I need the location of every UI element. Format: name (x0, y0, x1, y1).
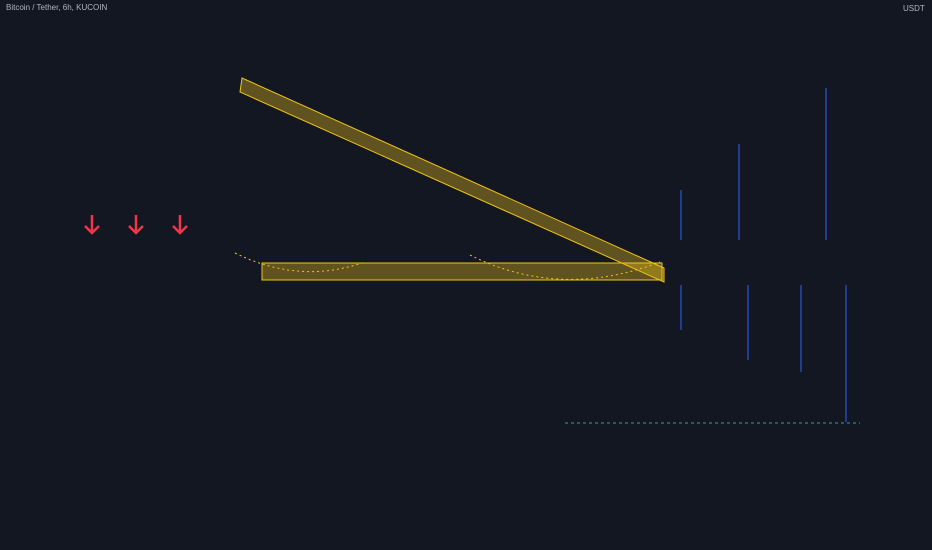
price-axis (895, 0, 932, 535)
arc (234, 252, 366, 273)
triangle-resistance (239, 77, 665, 283)
support-zone (261, 262, 663, 281)
arc (469, 254, 661, 280)
measure-lines (680, 88, 847, 422)
currency: USDT (903, 4, 925, 13)
arrows (84, 215, 188, 235)
symbol: Bitcoin / Tether, 6h, KUCOIN (6, 3, 107, 12)
